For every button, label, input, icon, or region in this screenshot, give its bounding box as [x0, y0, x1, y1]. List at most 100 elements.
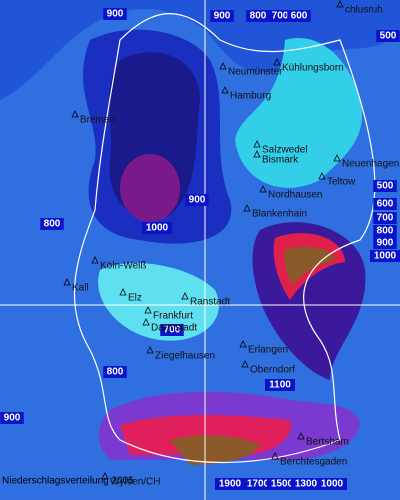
contour-label-box	[0, 412, 24, 424]
place-name: Blankenhain	[252, 209, 307, 220]
contour-label: 1000	[374, 251, 397, 262]
country-border	[73, 13, 376, 464]
contour-label: 800	[107, 367, 124, 378]
contour-label: 900	[107, 9, 124, 20]
place-name: Salzwedel	[262, 145, 308, 156]
contour-label-box	[291, 478, 321, 490]
contour-label-box	[373, 198, 397, 210]
contour-label: 1000	[146, 223, 169, 234]
place-name: Ranstadt	[190, 297, 230, 308]
contour-label-box	[287, 10, 311, 22]
contour-label: 900	[377, 238, 394, 249]
contour-label-box	[267, 478, 297, 490]
place-name: Wyhlen/CH	[110, 477, 160, 488]
contour-label-box	[317, 478, 347, 490]
station-marker	[71, 110, 79, 118]
contour-label: 1900	[219, 479, 242, 490]
place-name: Frankfurt	[153, 311, 193, 322]
contour-label-box	[185, 194, 209, 206]
contour-label-box	[103, 8, 127, 20]
contour-label-box	[376, 30, 400, 42]
contour-label: 800	[44, 219, 61, 230]
contour-label: 800	[250, 11, 267, 22]
place-name: Köln-Weiß	[100, 261, 147, 272]
station-marker	[101, 472, 109, 480]
station-marker	[259, 185, 267, 193]
contour-label: 600	[291, 11, 308, 22]
place-name: Elz	[128, 293, 142, 304]
station-marker	[239, 340, 247, 348]
contour-label: 700	[272, 11, 289, 22]
zone-650	[98, 262, 219, 341]
station-marker	[142, 318, 150, 326]
zone-1100	[120, 154, 180, 222]
place-name: Neumünster	[228, 67, 283, 78]
station-marker	[144, 306, 152, 314]
contour-label: 900	[189, 195, 206, 206]
place-name: Nordhausen	[268, 190, 322, 201]
station-marker	[253, 150, 261, 158]
contour-label-box	[40, 218, 64, 230]
contour-label: 700	[164, 325, 181, 336]
zone-1500	[284, 246, 335, 285]
contour-label: 1300	[295, 479, 318, 490]
contour-label-box	[142, 222, 172, 234]
station-marker	[253, 140, 261, 148]
contour-label-box	[215, 478, 245, 490]
place-name: Teltow	[327, 177, 356, 188]
place-name: Bismark	[262, 155, 299, 166]
zone-alps-1900	[170, 435, 260, 465]
station-marker	[146, 346, 154, 354]
contour-label: 1100	[269, 380, 291, 391]
place-name: Kall	[72, 283, 89, 294]
contour-label: 500	[377, 181, 394, 192]
station-marker	[181, 292, 189, 300]
contour-label: 900	[4, 413, 21, 424]
place-name: Erlangen	[248, 345, 288, 356]
contour-label-box	[243, 478, 273, 490]
station-marker	[221, 86, 229, 94]
contour-label: 500	[380, 31, 397, 42]
place-name: Bertsham	[306, 437, 349, 448]
contour-label-box	[373, 225, 397, 237]
station-marker	[119, 288, 127, 296]
zone-800	[0, 0, 400, 100]
contour-label-box	[265, 379, 295, 391]
place-name: Bremen	[80, 115, 115, 126]
station-marker	[336, 0, 344, 8]
place-name: chlusruh	[345, 5, 383, 16]
contour-label: 1000	[321, 479, 344, 490]
station-marker	[243, 204, 251, 212]
zone-600	[235, 38, 362, 188]
place-name: Oberndorf	[250, 365, 295, 376]
contour-label: 800	[377, 226, 394, 237]
contour-label-box	[373, 180, 397, 192]
station-marker	[241, 360, 249, 368]
station-marker	[318, 172, 326, 180]
place-name: Darmstadt	[151, 323, 197, 334]
station-marker	[297, 432, 305, 440]
station-marker	[333, 154, 341, 162]
contour-label-box	[246, 10, 270, 22]
contour-label-box	[370, 250, 400, 262]
contour-label-box	[210, 10, 234, 22]
place-name: Berchtesgaden	[280, 457, 347, 468]
place-name: Kühlungsborn	[282, 63, 344, 74]
contour-label-box	[373, 237, 397, 249]
contour-label-box	[373, 212, 397, 224]
station-marker	[91, 256, 99, 264]
contour-label: 1500	[271, 479, 294, 490]
station-marker	[273, 58, 281, 66]
station-marker	[63, 278, 71, 286]
contour-label-box	[268, 10, 292, 22]
station-marker	[219, 62, 227, 70]
place-name: Hamburg	[230, 91, 271, 102]
station-marker	[271, 452, 279, 460]
place-name: Ziegelhausen	[155, 351, 215, 362]
contour-label: 1700	[247, 479, 270, 490]
contour-label: 600	[377, 199, 394, 210]
contour-label: 900	[214, 11, 231, 22]
map-title: Niederschlagsverteilung 2005	[2, 476, 134, 487]
place-name: Neuenhagen	[342, 159, 399, 170]
